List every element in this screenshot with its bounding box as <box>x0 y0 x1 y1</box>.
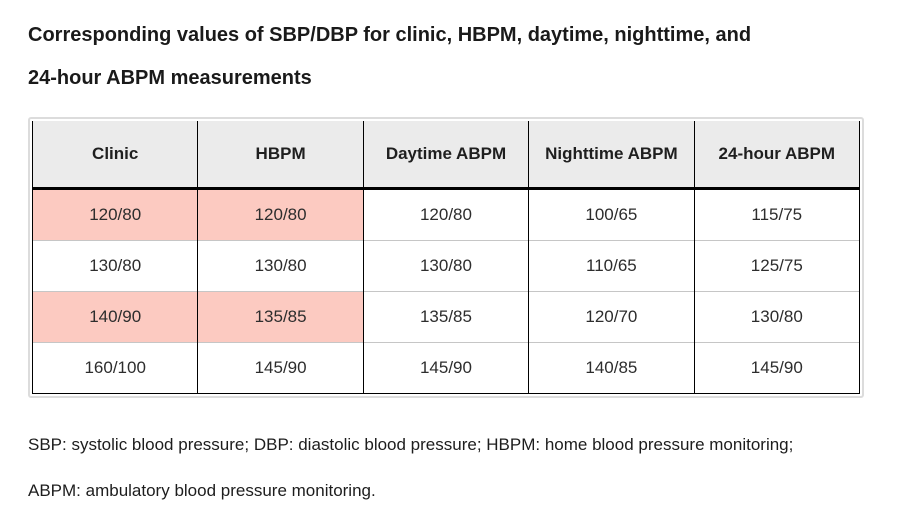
cell-daytime-abpm: 120/80 <box>362 188 529 241</box>
table-row: 140/90 135/85 135/85 120/70 130/80 <box>31 291 861 343</box>
cell-24hour-abpm: 130/80 <box>693 291 861 343</box>
cell-clinic: 120/80 <box>31 188 198 241</box>
bp-values-table: Clinic HBPM Daytime ABPM Nighttime ABPM … <box>31 121 861 394</box>
cell-daytime-abpm: 145/90 <box>362 342 529 394</box>
page-title: Corresponding values of SBP/DBP for clin… <box>28 14 888 100</box>
cell-nighttime-abpm: 140/85 <box>528 342 695 394</box>
table-row: 130/80 130/80 130/80 110/65 125/75 <box>31 240 861 292</box>
cell-24hour-abpm: 145/90 <box>693 342 861 394</box>
cell-daytime-abpm: 130/80 <box>362 240 529 292</box>
cell-clinic: 140/90 <box>31 291 198 343</box>
cell-clinic: 130/80 <box>31 240 198 292</box>
table-container: Clinic HBPM Daytime ABPM Nighttime ABPM … <box>28 117 864 398</box>
cell-hbpm: 145/90 <box>197 342 364 394</box>
cell-nighttime-abpm: 100/65 <box>528 188 695 241</box>
column-header-hbpm: HBPM <box>197 121 364 190</box>
cell-hbpm: 120/80 <box>197 188 364 241</box>
cell-clinic: 160/100 <box>31 342 198 394</box>
column-header-daytime-abpm: Daytime ABPM <box>362 121 529 190</box>
abbreviations-note: SBP: systolic blood pressure; DBP: diast… <box>28 422 888 506</box>
column-header-nighttime-abpm: Nighttime ABPM <box>528 121 695 190</box>
cell-nighttime-abpm: 110/65 <box>528 240 695 292</box>
cell-hbpm: 130/80 <box>197 240 364 292</box>
cell-24hour-abpm: 125/75 <box>693 240 861 292</box>
cell-nighttime-abpm: 120/70 <box>528 291 695 343</box>
cell-24hour-abpm: 115/75 <box>693 188 861 241</box>
title-line-1: Corresponding values of SBP/DBP for clin… <box>28 24 752 46</box>
abbreviations-line-2: ABPM: ambulatory blood pressure monitori… <box>28 481 376 500</box>
abbreviations-line-1: SBP: systolic blood pressure; DBP: diast… <box>28 435 794 454</box>
table-header-row: Clinic HBPM Daytime ABPM Nighttime ABPM … <box>31 121 861 190</box>
cell-daytime-abpm: 135/85 <box>362 291 529 343</box>
cell-hbpm: 135/85 <box>197 291 364 343</box>
column-header-24hour-abpm: 24-hour ABPM <box>693 121 861 190</box>
title-line-2: 24-hour ABPM measurements <box>28 67 312 89</box>
table-row: 160/100 145/90 145/90 140/85 145/90 <box>31 342 861 394</box>
table-row: 120/80 120/80 120/80 100/65 115/75 <box>31 188 861 241</box>
column-header-clinic: Clinic <box>31 121 198 190</box>
